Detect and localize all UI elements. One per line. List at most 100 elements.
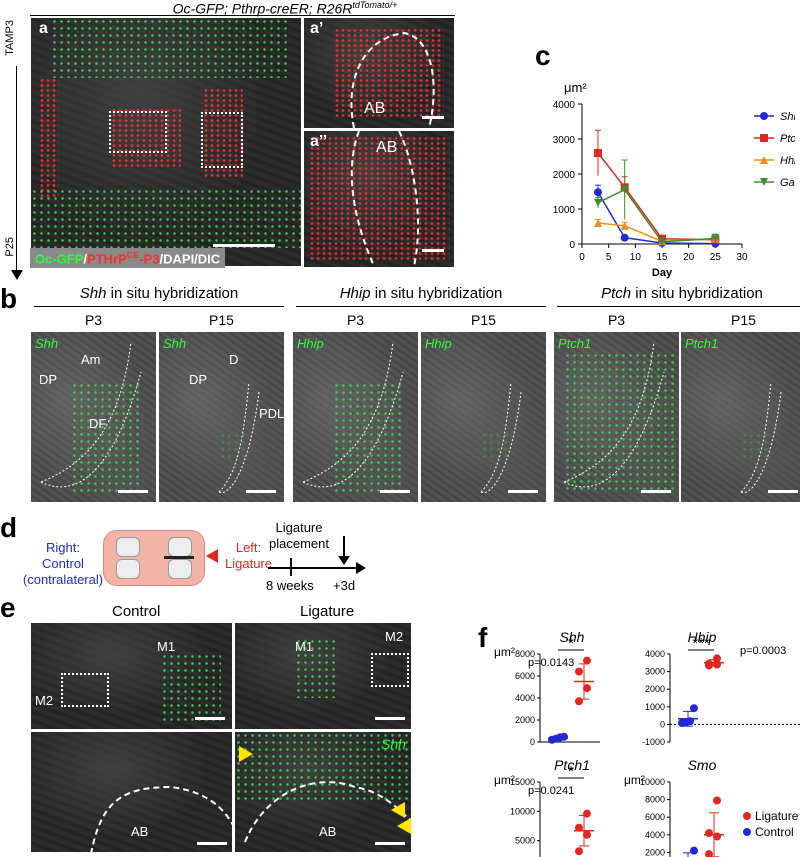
tissue-label-pdl: PDL — [259, 406, 285, 421]
tissue-label-df: DF — [89, 416, 107, 431]
significance-stars: *** — [692, 635, 710, 652]
label-m1-ligature: M1 — [295, 639, 314, 654]
panel-b-age-label: P15 — [731, 312, 756, 328]
control-point — [560, 732, 568, 741]
panel-e-control-bottom: AB — [30, 731, 233, 853]
group-gene-name: Shh — [79, 285, 107, 302]
label-ab-ligature: AB — [319, 824, 337, 839]
label-m1-control: M1 — [157, 639, 176, 654]
timeline-axis — [268, 567, 358, 569]
yellow-arrowhead-icon-3 — [397, 818, 411, 834]
panel-a-letter: a — [39, 20, 48, 37]
follicle-outline — [218, 381, 260, 494]
x-tick-label: 20 — [683, 252, 695, 263]
follicle-outline — [302, 341, 404, 488]
group-title-rest: in situ hybridization — [106, 285, 239, 302]
timeline-arrow-line — [16, 66, 17, 276]
panel-a-image: a — [30, 17, 302, 267]
tooth-icon-right-bottom — [168, 559, 192, 579]
outline-path — [740, 381, 782, 494]
ligature-point — [583, 830, 591, 839]
green-signal-e4 — [235, 732, 411, 802]
y-axis-unit: μm² — [624, 773, 645, 787]
y-tick-label: 4000 — [645, 649, 665, 659]
jaw-illustration — [103, 530, 205, 586]
ligature-point — [583, 684, 591, 693]
scalebar-e3 — [197, 842, 227, 845]
legend-marker-ligature — [743, 812, 751, 820]
significance-stars: * — [568, 635, 574, 652]
gene-probe-label: Ptch1 — [558, 336, 592, 351]
ligature-point — [713, 832, 721, 841]
zoom-box-e1 — [61, 673, 109, 707]
yellow-arrowhead-icon-2 — [391, 802, 405, 818]
x-tick-label: 15 — [656, 252, 668, 263]
timeline-tick — [290, 558, 292, 576]
timeline-arrow-head — [11, 270, 23, 280]
group-title-rest: in situ hybridization — [631, 285, 763, 302]
right-control-label: Right: Control (contralateral) — [18, 540, 108, 588]
y-tick-label: 0 — [569, 240, 575, 251]
control-point — [686, 717, 694, 726]
label-shh-ligature: Shh — [381, 736, 406, 752]
subchart-title-smo: Smo — [688, 757, 717, 773]
bone-outline-a1 — [350, 31, 435, 128]
y-tick-label: 8000 — [645, 795, 665, 805]
gene-probe-label: Shh — [35, 336, 59, 351]
ligature-point — [575, 847, 583, 856]
ligature-point — [705, 659, 713, 668]
label-ab-control: AB — [131, 824, 149, 839]
panel-b-image-shh-p15: Shh D DP PDL — [158, 331, 285, 503]
right-label-line3: (contralateral) — [22, 572, 104, 587]
panel-e-letter: e — [0, 592, 16, 623]
panel-a2-letter: a’’ — [310, 133, 328, 150]
y-tick-label: 0 — [660, 719, 665, 729]
red-cells-right — [203, 88, 243, 178]
panel-c-line-chart: μm² 0 1000 2000 3000 4000 0 5 10 15 20 25 30 Day Shh Pt… — [553, 80, 795, 279]
y-tick-label: 1000 — [645, 702, 665, 712]
p-value-label: p=0.0003 — [740, 645, 786, 657]
follicle-outline — [563, 341, 665, 488]
timeline-title: Ligature placement — [264, 520, 334, 552]
y-axis-unit: μm² — [494, 645, 515, 659]
ligature-point — [713, 654, 721, 663]
timeline-bottom-label: P25 — [4, 237, 16, 257]
legend-label-control: Control — [755, 825, 794, 839]
x-tick-label: 10 — [630, 252, 642, 263]
timeline-8weeks: 8 weeks — [266, 578, 314, 593]
green-signal — [71, 382, 141, 492]
bone-outline-e3 — [90, 785, 232, 852]
panel-e-ligature-title: Ligature — [300, 603, 355, 620]
figure-header: Oc-GFP; Pthrp-creER; R26RtdTomato/+ — [120, 0, 450, 17]
data-point-gas1 — [711, 234, 720, 243]
panel-a-legend: Oc-GFP/PTHrPCE-P3/DAPI/DIC — [30, 248, 226, 269]
legend-marker — [760, 112, 768, 120]
genotype-text: Oc-GFP; Pthrp-creER; R26R — [172, 0, 353, 17]
legend-label-hhip: Hhip — [780, 155, 795, 167]
panel-b-image-shh-p3: Shh DP Am DF — [30, 331, 157, 503]
y-tick-label: 2000 — [515, 715, 535, 725]
x-tick-label: 25 — [710, 252, 722, 263]
right-label-line2: Control — [42, 556, 84, 571]
left-ligature-label: Left: Ligature — [225, 540, 272, 572]
panel-b-age-label: P3 — [346, 312, 365, 328]
subchart-title-shh: Shh — [560, 629, 585, 645]
timeline-top-label: TAMP3 — [4, 20, 16, 56]
panel-b-age-label: P15 — [209, 312, 234, 328]
control-point — [690, 846, 698, 855]
red-cells-center — [111, 108, 181, 168]
ligature-point — [575, 697, 583, 706]
left-label-line1: Left: — [235, 540, 262, 555]
legend-pthrp-sup: CE — [126, 250, 140, 260]
tooth-icon-right-top — [168, 537, 192, 557]
legend-marker-control — [743, 828, 751, 836]
y-tick-label: 6000 — [645, 812, 665, 822]
green-signal-e2 — [295, 638, 335, 698]
gene-probe-label: Hhip — [425, 336, 452, 351]
scalebar — [246, 490, 276, 493]
panel-a-double-prime-image: a’’ AB — [303, 130, 455, 268]
follicle-outline — [740, 381, 782, 494]
panel-e-ligature-bottom: Shh AB — [234, 731, 412, 853]
gene-probe-label: Shh — [163, 336, 187, 351]
panel-b-age-label: P3 — [607, 312, 626, 328]
